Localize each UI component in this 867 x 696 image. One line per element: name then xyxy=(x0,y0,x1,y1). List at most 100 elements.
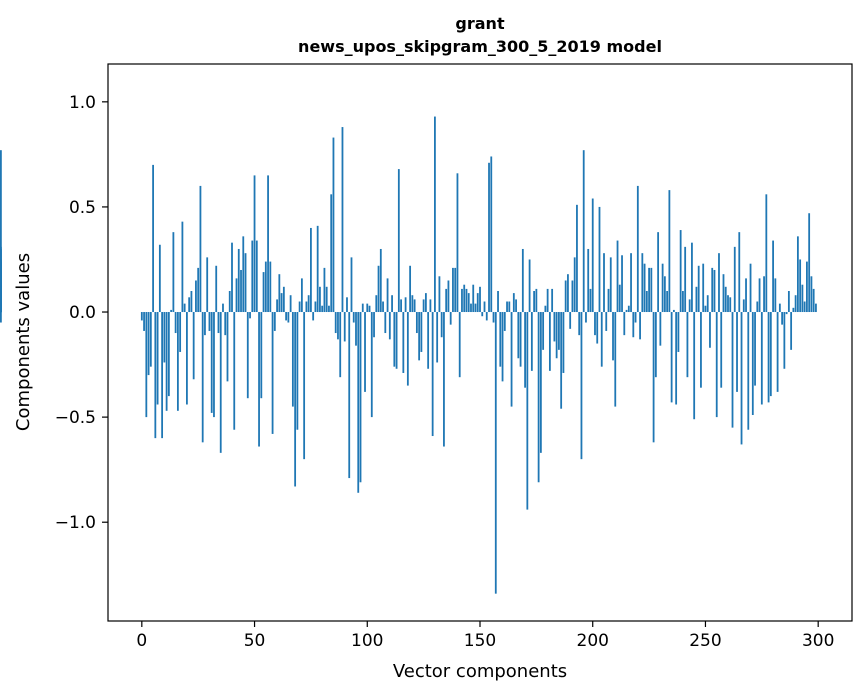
bar-255 xyxy=(715,312,718,418)
bar-146 xyxy=(470,303,472,313)
bar-204 xyxy=(600,312,603,367)
bar-188 xyxy=(564,280,567,313)
x-tick-label: 300 xyxy=(802,631,834,651)
bar-119 xyxy=(409,265,412,313)
bar-200 xyxy=(591,198,594,313)
bar-226 xyxy=(650,267,653,313)
bar-240 xyxy=(682,291,684,313)
bar-190 xyxy=(569,312,572,329)
bar-170 xyxy=(524,312,526,388)
bar-19 xyxy=(183,303,186,313)
bar-278 xyxy=(767,312,770,403)
bar-295 xyxy=(806,261,808,313)
bar-138 xyxy=(452,267,454,313)
bar-289 xyxy=(792,307,795,313)
bar-290 xyxy=(794,295,797,313)
bar-41 xyxy=(233,312,236,430)
bar-136 xyxy=(447,280,450,313)
bar-153 xyxy=(485,312,488,321)
bar-299 xyxy=(815,303,817,313)
bar-34 xyxy=(217,312,220,334)
plot-frame xyxy=(107,63,853,622)
bar-27 xyxy=(201,312,204,443)
bar-161 xyxy=(503,312,506,331)
bar-91 xyxy=(346,297,348,313)
y-axis-ticks: −1.0 −0.5 0.0 0.5 1.0 xyxy=(55,93,108,533)
bar-62 xyxy=(280,293,283,313)
bar-7 xyxy=(156,312,159,405)
bar-217 xyxy=(630,253,632,313)
bar-42 xyxy=(235,278,238,313)
bar-292 xyxy=(799,259,802,313)
bar-51 xyxy=(255,240,258,313)
bar-175 xyxy=(535,288,538,313)
bar-287 xyxy=(787,291,790,313)
bar-140 xyxy=(456,173,459,313)
bar-148 xyxy=(474,303,477,313)
bar-173 xyxy=(530,312,533,371)
bar-220 xyxy=(636,185,639,313)
bar-107 xyxy=(382,301,384,313)
bar-120 xyxy=(411,295,414,313)
bar-85 xyxy=(332,137,335,313)
bar-45 xyxy=(242,236,245,313)
bar-3 xyxy=(147,312,150,376)
bar-101 xyxy=(368,305,371,313)
bar-128 xyxy=(429,299,432,313)
bar-298 xyxy=(812,288,815,313)
bar-49 xyxy=(251,240,254,313)
bar-156 xyxy=(492,312,495,323)
bar-272 xyxy=(754,312,756,386)
bar-275 xyxy=(760,312,763,405)
bar-164 xyxy=(510,312,513,407)
bar-13 xyxy=(170,309,173,313)
bar-29 xyxy=(206,257,209,313)
bar-192 xyxy=(573,257,576,313)
bar-291 xyxy=(796,236,799,313)
bar-53 xyxy=(260,312,263,399)
bar-127 xyxy=(427,312,430,369)
bar-232 xyxy=(663,276,666,313)
bar-273 xyxy=(756,301,759,313)
bar-215 xyxy=(625,309,628,313)
bar-70 xyxy=(298,301,301,313)
bar-196 xyxy=(582,150,585,313)
bar-77 xyxy=(314,301,317,313)
bar-2 xyxy=(145,312,148,418)
bar-16 xyxy=(176,312,179,411)
bar-241 xyxy=(684,246,687,313)
bar-43 xyxy=(237,248,240,313)
bar-99 xyxy=(364,312,366,392)
bar-110 xyxy=(388,312,391,340)
bar-102 xyxy=(370,312,373,418)
bar-6 xyxy=(154,312,157,439)
bar-181 xyxy=(548,312,551,371)
bar-88 xyxy=(339,312,342,378)
bar-268 xyxy=(745,278,747,313)
bar-271 xyxy=(751,312,754,416)
bar-238 xyxy=(677,312,680,352)
bar-264 xyxy=(736,312,738,392)
bar-261 xyxy=(729,297,732,313)
bar-208 xyxy=(609,257,612,313)
bar-154 xyxy=(488,162,490,313)
bar-177 xyxy=(539,312,542,453)
bar-124 xyxy=(420,312,423,352)
bar-31 xyxy=(210,312,213,413)
bar-28 xyxy=(204,312,206,336)
bar-242 xyxy=(686,312,689,378)
bar-82 xyxy=(325,286,328,313)
bar-203 xyxy=(598,206,601,313)
bar-249 xyxy=(702,263,705,313)
bar-245 xyxy=(693,312,696,420)
bar-166 xyxy=(515,299,517,313)
bar-210 xyxy=(614,312,617,407)
bar-20 xyxy=(186,312,188,405)
bar-296 xyxy=(808,213,811,313)
bar-282 xyxy=(776,312,779,392)
bar-280 xyxy=(772,240,774,313)
chart-title: grant xyxy=(455,14,505,33)
bar-172 xyxy=(528,259,531,313)
bar-151 xyxy=(481,312,484,317)
bar-117 xyxy=(404,297,407,313)
